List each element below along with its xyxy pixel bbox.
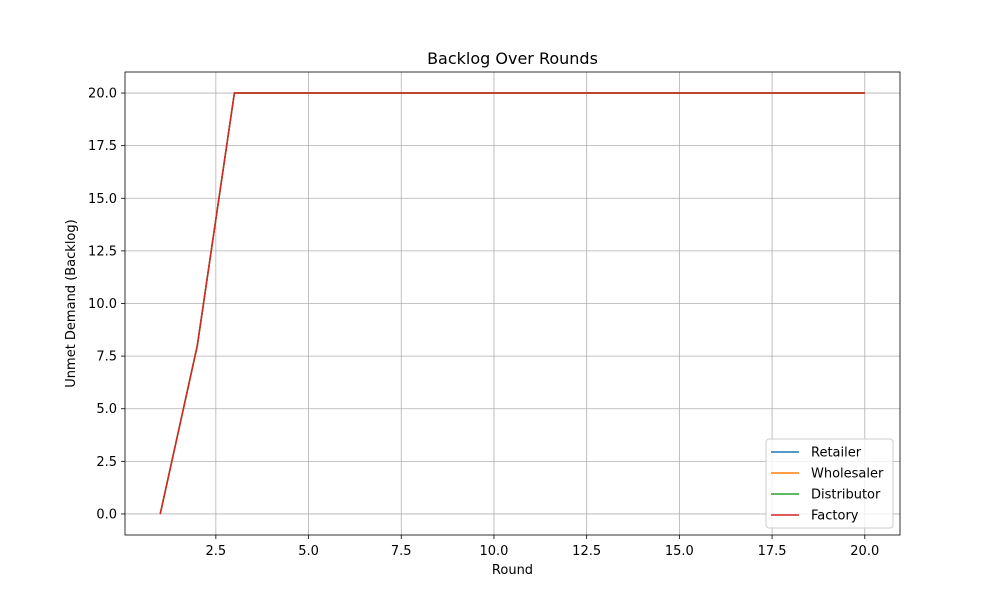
y-tick-label: 10.0 xyxy=(88,297,117,312)
y-axis-ticks: 0.0 2.5 5.0 7.5 10.0 12.5 15.0 17.5 20.0 xyxy=(88,87,125,522)
x-axis-ticks: 2.5 5.0 7.5 10.0 12.5 15.0 17.5 20.0 xyxy=(206,535,879,559)
x-axis-label: Round xyxy=(492,563,533,578)
y-tick-label: 5.0 xyxy=(96,402,117,417)
x-tick-label: 12.5 xyxy=(572,544,601,559)
x-tick-label: 7.5 xyxy=(391,544,412,559)
legend-box xyxy=(765,438,894,529)
x-tick-label: 2.5 xyxy=(206,544,227,559)
legend-item-wholesaler: Wholesaler xyxy=(771,467,884,482)
y-tick-label: 17.5 xyxy=(88,139,117,154)
y-tick-label: 12.5 xyxy=(88,244,117,259)
x-tick-label: 5.0 xyxy=(298,544,319,559)
legend-item-distributor: Distributor xyxy=(771,488,881,503)
y-axis-label: Unmet Demand (Backlog) xyxy=(64,219,79,387)
x-tick-label: 20.0 xyxy=(850,544,879,559)
x-tick-label: 15.0 xyxy=(665,544,694,559)
legend: Retailer Wholesaler Distributor Factory xyxy=(765,438,894,529)
y-tick-label: 2.5 xyxy=(96,455,117,470)
legend-label: Distributor xyxy=(811,488,881,503)
y-tick-label: 20.0 xyxy=(88,87,117,102)
y-tick-label: 0.0 xyxy=(96,507,117,522)
legend-label: Factory xyxy=(811,509,859,524)
legend-item-factory: Factory xyxy=(771,509,859,524)
series-line-factory xyxy=(159,92,865,515)
legend-items: Retailer Wholesaler Distributor Factory xyxy=(771,446,884,524)
y-tick-label: 7.5 xyxy=(96,350,117,365)
x-tick-label: 17.5 xyxy=(758,544,787,559)
x-tick-label: 10.0 xyxy=(479,544,508,559)
series-lines xyxy=(159,92,865,515)
chart-title: Backlog Over Rounds xyxy=(427,49,598,68)
legend-item-retailer: Retailer xyxy=(771,446,862,461)
legend-label: Wholesaler xyxy=(811,467,884,482)
legend-label: Retailer xyxy=(811,446,862,461)
y-tick-label: 15.0 xyxy=(88,192,117,207)
